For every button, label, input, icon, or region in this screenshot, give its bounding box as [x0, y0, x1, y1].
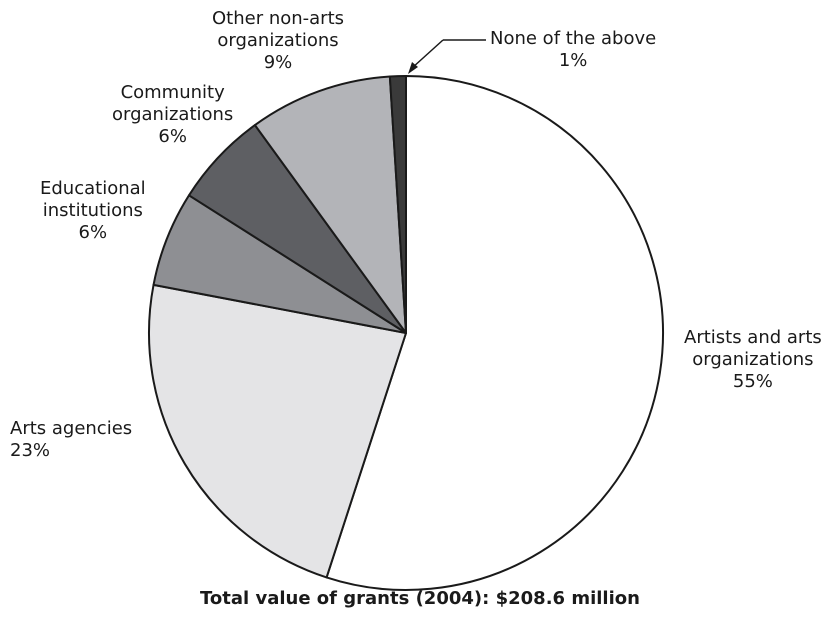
- label-artists-line1: Artists and arts: [684, 327, 822, 348]
- slice-nonarts: [253, 75, 407, 334]
- label-community: Community organizations 6%: [112, 82, 233, 148]
- label-artists: Artists and arts organizations 55%: [684, 327, 822, 393]
- label-nonarts-value: 9%: [263, 52, 293, 73]
- label-nonarts-line2: organizations: [217, 30, 339, 51]
- label-agencies-value: 23%: [10, 440, 51, 461]
- label-artists-value: 55%: [732, 371, 773, 392]
- label-nonarts: Other non-arts organizations 9%: [212, 8, 344, 74]
- label-none-value: 1%: [558, 50, 588, 71]
- label-community-line1: Community: [120, 82, 225, 103]
- slice-none: [388, 75, 407, 334]
- slice-agencies: [148, 283, 407, 579]
- leader-line-none-diagonal: [411, 39, 444, 69]
- chart-caption: Total value of grants (2004): $208.6 mil…: [200, 588, 640, 609]
- label-agencies-line1: Arts agencies: [10, 418, 133, 439]
- label-community-value: 6%: [158, 126, 187, 147]
- label-educational: Educational institutions 6%: [40, 178, 146, 244]
- label-artists-line2: organizations: [692, 349, 814, 370]
- label-educational-line1: Educational: [40, 178, 146, 199]
- leader-arrowhead-none: [408, 62, 418, 74]
- label-educational-value: 6%: [78, 222, 108, 243]
- label-none: None of the above 1%: [490, 28, 656, 72]
- label-agencies: Arts agencies 23%: [10, 418, 132, 462]
- label-educational-line2: institutions: [42, 200, 143, 221]
- slice-artists: [325, 75, 664, 591]
- label-nonarts-line1: Other non-arts: [212, 8, 345, 29]
- label-none-line1: None of the above: [490, 28, 657, 49]
- label-community-line2: organizations: [112, 104, 234, 125]
